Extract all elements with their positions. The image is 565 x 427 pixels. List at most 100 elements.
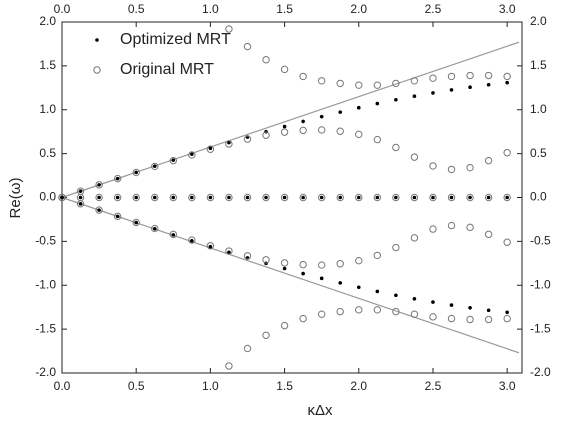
data-point bbox=[134, 220, 138, 225]
x-tick-label: 0.0 bbox=[54, 379, 71, 393]
data-point bbox=[225, 193, 233, 202]
y-tick-label-right: -1.5 bbox=[530, 321, 551, 335]
data-point bbox=[392, 143, 400, 152]
data-point bbox=[412, 195, 417, 200]
data-point bbox=[78, 195, 83, 200]
y-tick-label: 1.5 bbox=[39, 58, 56, 72]
data-point bbox=[151, 162, 159, 171]
y-tick-label: -1.5 bbox=[35, 321, 56, 335]
data-point bbox=[375, 195, 380, 200]
data-point bbox=[392, 307, 400, 316]
data-point bbox=[410, 193, 419, 202]
data-point bbox=[190, 239, 194, 243]
data-point bbox=[373, 251, 382, 260]
x-tick-label-top: 1.5 bbox=[276, 2, 293, 16]
data-point bbox=[225, 25, 233, 33]
x-tick-label-top: 0.5 bbox=[128, 2, 145, 16]
data-point bbox=[503, 193, 511, 202]
data-point bbox=[60, 195, 64, 200]
data-point bbox=[227, 250, 231, 255]
y-axis-label: Re(ω) bbox=[7, 178, 24, 219]
y-tick-label-right: -1.0 bbox=[530, 277, 551, 291]
data-point bbox=[134, 170, 138, 175]
data-point bbox=[373, 306, 382, 314]
data-point bbox=[505, 310, 509, 315]
data-point bbox=[466, 193, 474, 202]
data-point bbox=[317, 126, 326, 134]
reference-line bbox=[61, 41, 520, 199]
data-point bbox=[280, 65, 289, 74]
data-point bbox=[355, 306, 363, 314]
data-point bbox=[503, 72, 511, 81]
data-point bbox=[319, 276, 324, 281]
data-point bbox=[447, 72, 456, 81]
data-point bbox=[206, 193, 215, 202]
data-point bbox=[301, 195, 305, 200]
data-point bbox=[115, 195, 120, 200]
data-point bbox=[355, 256, 363, 265]
y-tick-label-right: 1.0 bbox=[530, 102, 547, 116]
data-point bbox=[190, 195, 194, 200]
data-point bbox=[262, 193, 270, 202]
data-point bbox=[301, 271, 305, 276]
x-tick-label: 2.5 bbox=[425, 379, 442, 393]
data-point bbox=[171, 195, 176, 200]
x-tick-label-top: 2.0 bbox=[350, 2, 367, 16]
data-point bbox=[356, 105, 361, 110]
y-tick-label-right: 0.5 bbox=[530, 146, 547, 160]
data-point bbox=[299, 193, 307, 202]
data-point bbox=[97, 183, 101, 187]
data-point bbox=[282, 266, 287, 271]
data-point bbox=[468, 195, 472, 200]
data-point bbox=[208, 244, 213, 249]
data-point bbox=[484, 156, 493, 165]
y-tick-label: 0.5 bbox=[39, 146, 56, 160]
x-tick-label: 1.5 bbox=[276, 379, 293, 393]
data-point bbox=[505, 80, 509, 85]
data-point bbox=[113, 174, 122, 183]
data-point bbox=[206, 145, 215, 153]
data-point bbox=[301, 119, 305, 124]
y-tick-label-right: -0.5 bbox=[530, 234, 551, 248]
data-point bbox=[206, 242, 215, 250]
data-point bbox=[412, 296, 417, 301]
x-tick-label-top: 3.0 bbox=[499, 2, 516, 16]
data-point bbox=[484, 193, 493, 202]
y-tick-label-right: 1.5 bbox=[530, 58, 547, 72]
x-tick-label: 2.0 bbox=[350, 379, 367, 393]
data-point bbox=[151, 224, 159, 233]
data-point bbox=[227, 140, 231, 145]
data-point bbox=[76, 200, 85, 208]
data-point bbox=[412, 94, 417, 99]
data-point bbox=[208, 146, 213, 151]
data-point bbox=[449, 88, 454, 92]
data-point bbox=[336, 260, 344, 268]
data-point bbox=[151, 193, 159, 202]
data-point bbox=[466, 223, 474, 232]
data-point bbox=[429, 162, 437, 170]
y-tick-label: -0.5 bbox=[35, 234, 56, 248]
data-point bbox=[392, 193, 400, 202]
data-point bbox=[262, 131, 270, 139]
legend-label: Optimized MRT bbox=[120, 31, 231, 48]
x-tick-label-top: 2.5 bbox=[425, 2, 442, 16]
data-point bbox=[225, 140, 233, 148]
data-point bbox=[243, 252, 252, 260]
data-point bbox=[262, 256, 270, 264]
data-point bbox=[394, 293, 398, 298]
data-point bbox=[338, 195, 343, 200]
x-tick-label: 0.5 bbox=[128, 379, 145, 393]
data-point bbox=[356, 285, 361, 290]
data-point bbox=[280, 259, 289, 267]
data-point bbox=[338, 281, 343, 285]
data-point bbox=[447, 314, 456, 323]
data-point bbox=[410, 77, 419, 85]
data-point bbox=[429, 74, 437, 82]
data-point bbox=[431, 195, 435, 200]
data-point bbox=[95, 206, 103, 214]
data-point bbox=[484, 230, 493, 239]
data-point bbox=[152, 227, 157, 231]
data-point bbox=[188, 236, 196, 244]
x-axis-label: κΔx bbox=[307, 402, 333, 419]
